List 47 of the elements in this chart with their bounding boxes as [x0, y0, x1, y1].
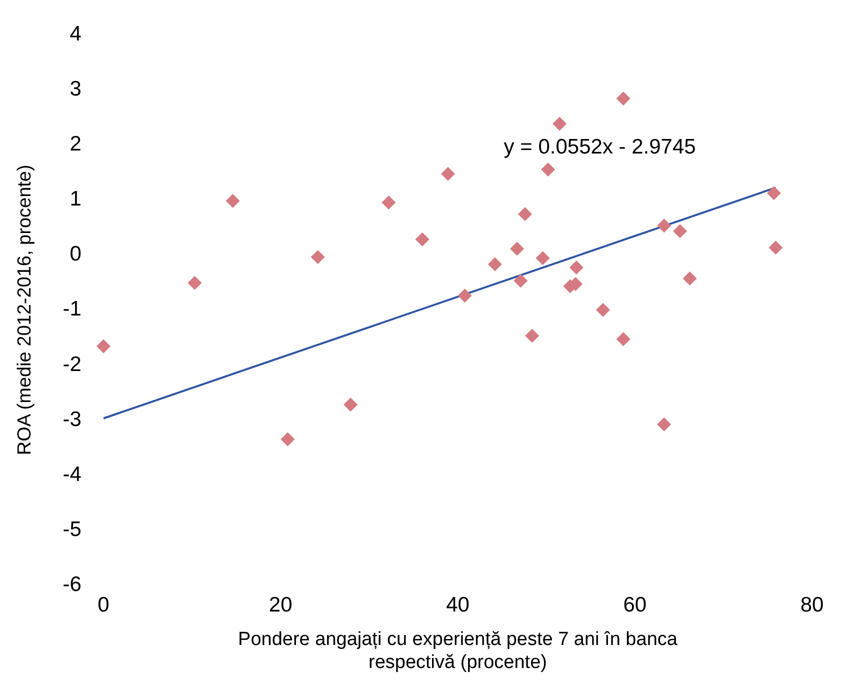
point: [616, 332, 630, 346]
y-tick-label: -3: [62, 408, 82, 431]
y-tick-label: 4: [70, 22, 82, 46]
point: [518, 207, 532, 222]
point: [766, 186, 781, 200]
point: [510, 242, 524, 256]
point: [188, 276, 202, 290]
point: [596, 302, 610, 317]
point: [569, 260, 584, 275]
point: [616, 91, 630, 106]
x-tick-label: 0: [98, 594, 110, 617]
y-axis-title: ROA (medie 2012-2016, procente): [14, 164, 36, 456]
point: [458, 288, 472, 303]
y-tick-label: 1: [70, 188, 82, 211]
point: [541, 162, 556, 176]
point: [226, 194, 240, 208]
point: [310, 250, 325, 264]
x-tick-label: 60: [623, 594, 647, 617]
y-tick-label: -1: [62, 298, 82, 321]
y-tick-label: 0: [70, 242, 82, 266]
point: [682, 272, 697, 286]
x-tick-label: 20: [268, 594, 292, 617]
y-tick-label: 2: [70, 132, 82, 156]
point: [768, 240, 783, 255]
point: [552, 116, 567, 131]
point: [536, 251, 550, 266]
y-tick-label: -6: [62, 572, 82, 596]
point: [488, 257, 502, 272]
y-tick-label: -5: [62, 518, 82, 541]
point: [382, 196, 396, 210]
annotation: y = 0.0552x - 2.9745: [504, 135, 696, 158]
point: [344, 398, 358, 412]
point: [525, 328, 540, 343]
y-tick-label: -2: [62, 352, 82, 376]
y-tick-label: -4: [62, 462, 82, 486]
point: [415, 232, 430, 246]
point: [657, 218, 672, 233]
point: [440, 166, 455, 181]
x-tick-label: 80: [800, 594, 824, 617]
point: [657, 417, 672, 432]
point: [96, 339, 110, 354]
y-tick-label: 3: [70, 77, 82, 100]
point: [673, 224, 688, 238]
point: [280, 432, 295, 446]
point: [514, 274, 528, 288]
x-axis-title: Pondere angajați cu experiență peste 7 ani în banca respectivă (procente): [238, 629, 678, 673]
x-tick-label: 40: [446, 594, 470, 617]
